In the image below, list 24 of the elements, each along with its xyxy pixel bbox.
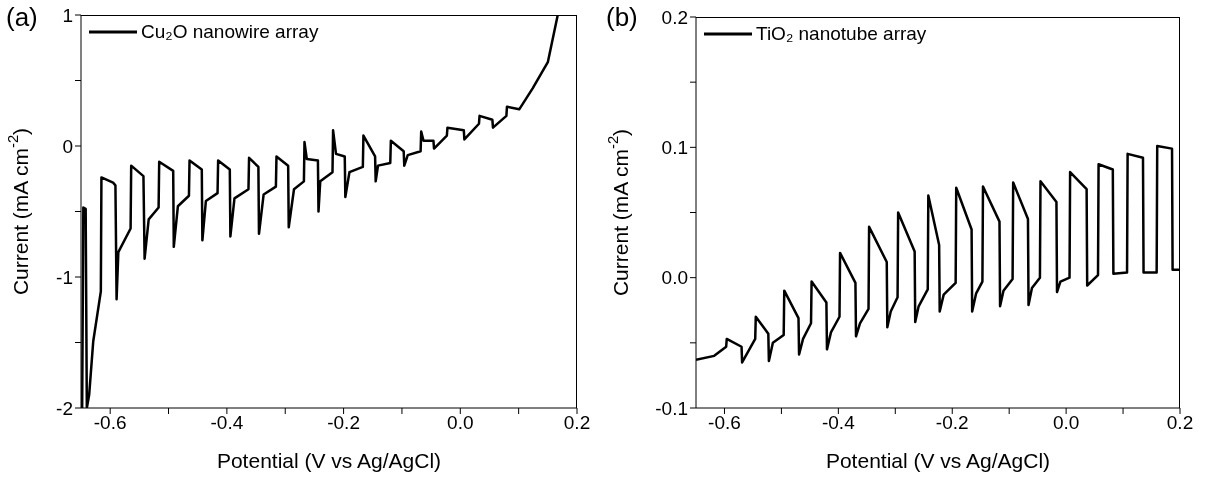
x-tick-label: 0.2 [563, 412, 591, 434]
y-tick-label: -2 [56, 397, 73, 419]
x-axis-title: Potential (V vs Ag/AgCl) [825, 449, 1051, 472]
y-tick-label: 0 [62, 135, 73, 157]
legend-label: TiO₂ nanotube array [756, 23, 927, 45]
x-tick-label: -0.4 [821, 412, 856, 434]
x-tick-label: -0.6 [93, 412, 127, 434]
text: (b) [606, 2, 638, 33]
x-tick-label: -0.2 [327, 412, 360, 434]
x-tick-label: -0.4 [210, 412, 244, 434]
legend-label: Cu₂O nanowire array [141, 21, 319, 43]
y-tick-label: 0.0 [661, 267, 688, 289]
y-tick-label: 0.1 [661, 137, 688, 159]
y-tick-label: 0.2 [661, 6, 688, 28]
x-tick-label: -0.6 [708, 412, 741, 434]
text: (a) [6, 2, 38, 33]
x-tick-label: 0.0 [1052, 412, 1080, 434]
y-tick-label: -1 [56, 266, 73, 288]
x-axis-title: Potential (V vs Ag/AgCl) [216, 449, 442, 472]
x-tick-label: -0.2 [935, 412, 969, 434]
x-tick-label: 0.0 [447, 412, 474, 434]
y-tick-label: 1 [62, 4, 73, 26]
x-tick-label: 0.2 [1166, 412, 1194, 434]
y-tick-label: -0.1 [655, 397, 688, 419]
